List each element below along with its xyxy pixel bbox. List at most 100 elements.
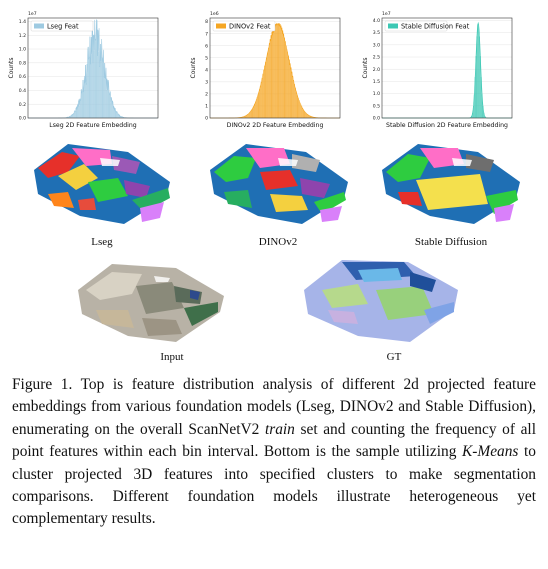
histogram-bar: [264, 66, 266, 118]
histogram-bar: [297, 97, 299, 118]
histogram-bar: [255, 99, 257, 118]
histogram-bar: [88, 58, 90, 118]
histogram-bar: [112, 109, 114, 118]
y-tick-label: 0.8: [19, 60, 26, 66]
legend-box: [384, 20, 448, 32]
histogram-bar: [86, 72, 88, 118]
histogram-bar: [284, 42, 286, 119]
axes-frame: [381, 17, 513, 119]
caption-text-3: to cluster projected 3D features into sp…: [12, 443, 536, 528]
histogram-bar: [260, 85, 262, 118]
histogram-bar: [308, 115, 310, 118]
histogram-bar: [93, 35, 94, 118]
histogram-bar: [313, 117, 314, 118]
y-tick-label: 1.0: [373, 91, 380, 97]
histogram-bar: [112, 100, 113, 118]
histogram-bar: [94, 39, 96, 118]
histogram-bar: [109, 95, 111, 118]
histogram-bar: [307, 114, 309, 118]
histogram-bar: [110, 102, 112, 118]
histogram-bar: [93, 50, 95, 118]
histogram-bar: [75, 108, 77, 118]
y-tick-label: 0.4: [19, 88, 26, 94]
lseg-segmentation-image: [34, 144, 170, 224]
histogram-bar: [95, 41, 97, 119]
histogram-bar: [241, 117, 243, 118]
histogram-bar: [73, 111, 75, 118]
x-axis-label: Lseg 2D Feature Embedding: [49, 122, 137, 129]
histogram-bar: [480, 76, 482, 118]
histogram-bar: [475, 56, 477, 118]
y-tick-label: 3: [205, 79, 208, 85]
sd-histogram-chart: 0.0 0.5 1.0 1.5 2.0 2.5 3.0 3.5 4.0 1e7 Stable Dif…: [362, 8, 528, 134]
histogram-bar: [270, 35, 272, 118]
histogram-bar: [484, 115, 486, 118]
histogram-bar: [102, 62, 104, 118]
y-tick-label: 4.0: [373, 18, 380, 24]
histogram-bar: [288, 55, 289, 118]
y-tick-label: 1.5: [373, 79, 380, 85]
figure-caption: Figure 1. Top is feature distribution an…: [12, 374, 536, 531]
histogram-bar: [473, 106, 474, 118]
histogram-bar: [98, 51, 100, 119]
histogram-bar: [312, 116, 314, 118]
axes-frame: [27, 17, 159, 119]
histogram-bar: [249, 111, 251, 118]
histogram-bar: [280, 29, 282, 118]
y-tick-label: 0.5: [373, 103, 380, 109]
y-tick-label: 2.5: [373, 55, 380, 61]
y-tick-label: 8: [205, 19, 208, 25]
histogram-bar: [84, 83, 86, 118]
y-tick-label: 1.2: [19, 33, 26, 39]
histogram-bar: [266, 57, 268, 118]
histogram-bar: [273, 26, 275, 118]
histogram-bar: [483, 112, 485, 118]
histogram-bar: [296, 94, 298, 118]
histogram-bar: [474, 76, 476, 118]
histogram-bar: [263, 70, 265, 118]
histogram-bar: [272, 28, 274, 119]
histogram-bar: [119, 114, 120, 118]
sd-segmentation-image: [382, 144, 520, 224]
histogram-bar: [278, 25, 280, 118]
histogram-bar: [253, 105, 255, 118]
y-tick-label: 2.0: [373, 67, 380, 73]
histogram-bar: [73, 113, 74, 118]
histogram-bar: [281, 34, 283, 118]
histogram-bar: [99, 44, 101, 118]
lseg-histogram-chart: 0.0 0.2 0.4 0.6 0.8 1.0 1.2 1.4 1e7 Lseg Feat Coun…: [8, 8, 174, 134]
histogram-bar: [90, 62, 92, 118]
y-axis-label: Counts: [8, 58, 15, 79]
dinov2-label: DINOv2: [258, 236, 298, 248]
y-exponent-label: 1e7: [28, 11, 37, 17]
histogram-bar: [99, 65, 100, 118]
histogram-bar: [265, 61, 267, 118]
histogram-bar: [302, 109, 304, 118]
legend-box: [212, 20, 276, 32]
histogram-bar: [87, 46, 89, 118]
histogram-bar: [275, 24, 276, 118]
caption-text-2: set and counting the frequency of all po…: [12, 420, 536, 461]
y-tick-label: 3.5: [373, 30, 380, 36]
y-axis-label: Counts: [362, 58, 369, 79]
distribution-curve: [382, 21, 512, 119]
histogram-bar: [247, 114, 249, 118]
histogram-bar: [309, 115, 311, 118]
histogram-bar: [114, 108, 116, 118]
histogram-bar: [310, 116, 312, 118]
histogram-bar: [261, 82, 262, 118]
histogram-bar: [86, 83, 87, 118]
histogram-bar: [108, 91, 110, 118]
histogram-bar: [106, 80, 108, 118]
y-tick-label: 0.0: [19, 116, 26, 122]
histogram-bar: [91, 54, 93, 118]
histogram-bar: [258, 91, 260, 118]
histogram-bar: [271, 31, 273, 118]
histogram-bar: [121, 116, 123, 118]
histogram-bar: [254, 103, 256, 118]
caption-italic-train: train: [264, 420, 295, 438]
chart-legend: DINOv2 Feat: [212, 20, 276, 32]
dinov2-segmentation-image: [210, 144, 348, 224]
histogram-bar: [244, 116, 246, 118]
